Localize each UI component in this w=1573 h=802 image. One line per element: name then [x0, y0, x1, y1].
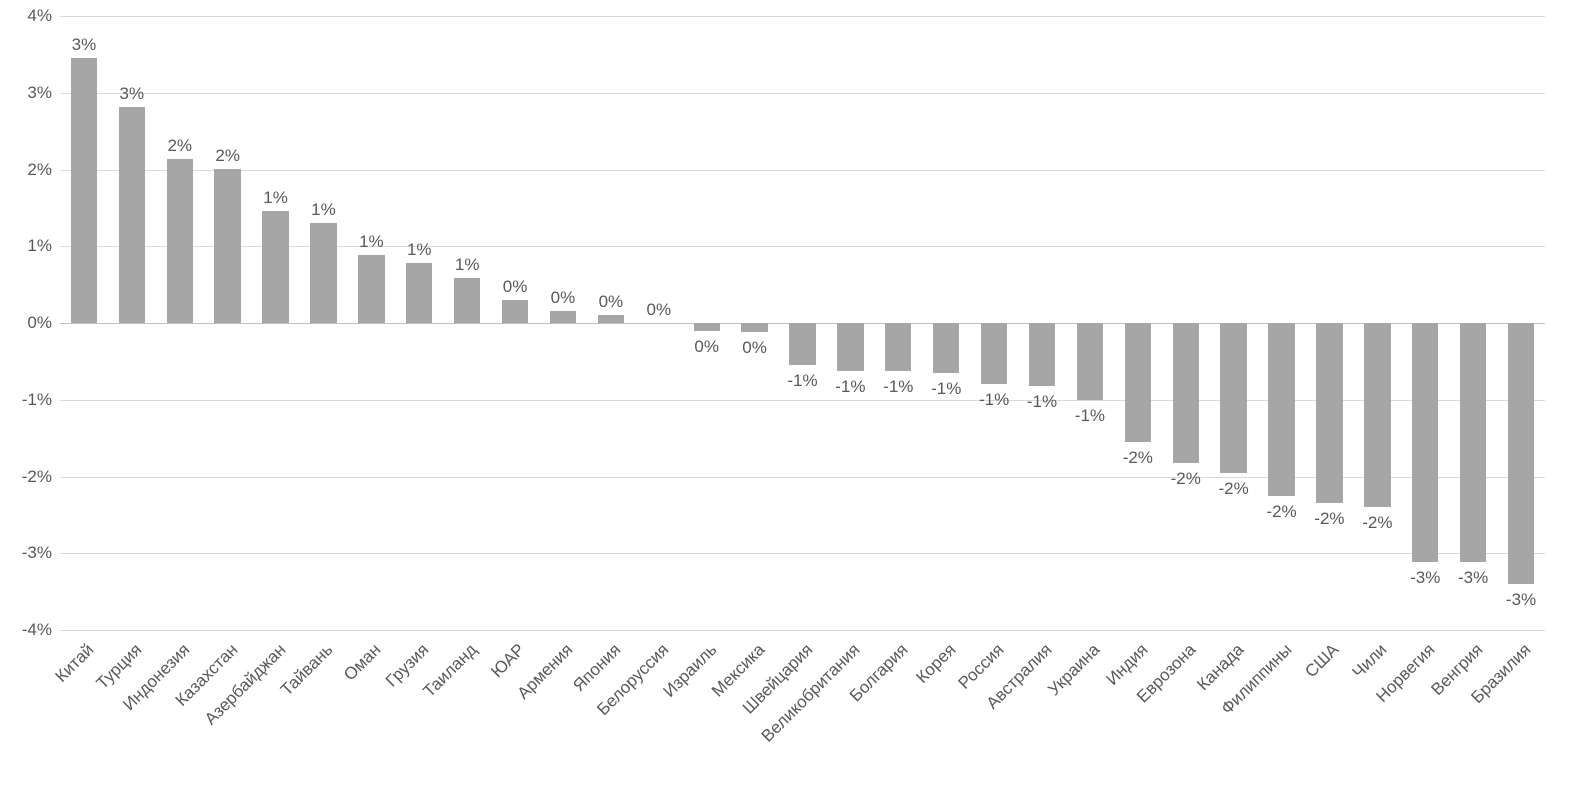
- bar: [167, 159, 193, 323]
- bar-value-label: -2%: [1123, 448, 1153, 468]
- y-axis-tick-label: 0%: [27, 313, 60, 333]
- y-axis-tick-label: -2%: [22, 467, 60, 487]
- bar: [1173, 323, 1199, 463]
- bar-value-label: -1%: [1075, 406, 1105, 426]
- plot-area: -4%-3%-2%-1%0%1%2%3%4%3%Китай3%Турция2%И…: [60, 16, 1545, 630]
- bar-value-label: 0%: [503, 277, 528, 297]
- y-axis-tick-label: 1%: [27, 236, 60, 256]
- bar-value-label: 2%: [167, 136, 192, 156]
- bar-value-label: -2%: [1171, 469, 1201, 489]
- bar-value-label: -2%: [1266, 502, 1296, 522]
- bar-value-label: -2%: [1219, 479, 1249, 499]
- y-axis-tick-label: -3%: [22, 543, 60, 563]
- bar-value-label: 3%: [72, 35, 97, 55]
- gridline: [60, 170, 1545, 171]
- x-axis-tick-label: США: [1302, 640, 1344, 682]
- bar: [310, 223, 336, 323]
- bar: [1412, 323, 1438, 562]
- x-axis-tick-label: Тайвань: [277, 640, 337, 700]
- bar: [598, 315, 624, 323]
- bar: [214, 169, 240, 323]
- bar-value-label: 0%: [742, 338, 767, 358]
- x-axis-tick-label: Украина: [1044, 640, 1104, 700]
- bar-chart: -4%-3%-2%-1%0%1%2%3%4%3%Китай3%Турция2%И…: [0, 0, 1573, 802]
- y-axis-tick-label: 2%: [27, 160, 60, 180]
- bar-value-label: 1%: [407, 240, 432, 260]
- gridline: [60, 16, 1545, 17]
- bar: [358, 255, 384, 323]
- bar: [1077, 323, 1103, 400]
- bar-value-label: -1%: [883, 377, 913, 397]
- bar-value-label: -1%: [787, 371, 817, 391]
- bar: [837, 323, 863, 371]
- bar: [1220, 323, 1246, 473]
- bar-value-label: -3%: [1458, 568, 1488, 588]
- bar: [1125, 323, 1151, 442]
- bar-value-label: 1%: [263, 188, 288, 208]
- y-axis-tick-label: 3%: [27, 83, 60, 103]
- bar-value-label: -1%: [931, 379, 961, 399]
- bar-value-label: 0%: [599, 292, 624, 312]
- bar-value-label: -1%: [1027, 392, 1057, 412]
- bar: [1316, 323, 1342, 503]
- bar-value-label: 1%: [359, 232, 384, 252]
- bar: [933, 323, 959, 373]
- bar-value-label: 1%: [455, 255, 480, 275]
- gridline: [60, 630, 1545, 631]
- bar-value-label: 0%: [694, 337, 719, 357]
- bar: [502, 300, 528, 323]
- bar: [741, 323, 767, 332]
- y-axis-tick-label: -4%: [22, 620, 60, 640]
- gridline: [60, 93, 1545, 94]
- x-axis-tick-label: ЮАР: [487, 640, 529, 682]
- bar: [981, 323, 1007, 384]
- y-axis-tick-label: 4%: [27, 6, 60, 26]
- bar: [119, 107, 145, 323]
- bar: [1460, 323, 1486, 562]
- bar: [1364, 323, 1390, 507]
- bar: [71, 58, 97, 323]
- bar: [406, 263, 432, 323]
- bar-value-label: 0%: [646, 300, 671, 320]
- y-axis-tick-label: -1%: [22, 390, 60, 410]
- bar-value-label: 3%: [120, 84, 145, 104]
- bar-value-label: -1%: [979, 390, 1009, 410]
- bar: [454, 278, 480, 323]
- x-axis-tick-label: Корея: [913, 640, 961, 688]
- bar: [550, 311, 576, 323]
- x-axis-tick-label: Китай: [51, 640, 98, 687]
- bar-value-label: 2%: [215, 146, 240, 166]
- bar-value-label: -3%: [1410, 568, 1440, 588]
- x-axis-tick-label: Оман: [340, 640, 385, 685]
- bar: [789, 323, 815, 365]
- bar-value-label: 1%: [311, 200, 336, 220]
- bar: [1029, 323, 1055, 386]
- bar-value-label: -1%: [835, 377, 865, 397]
- bar-value-label: -2%: [1362, 513, 1392, 533]
- bar: [885, 323, 911, 371]
- bar: [1508, 323, 1534, 584]
- bar-value-label: -3%: [1506, 590, 1536, 610]
- bar: [694, 323, 720, 331]
- gridline: [60, 553, 1545, 554]
- bar: [262, 211, 288, 323]
- bar: [1268, 323, 1294, 496]
- bar-value-label: -2%: [1314, 509, 1344, 529]
- x-axis-tick-label: Чили: [1349, 640, 1392, 683]
- bar-value-label: 0%: [551, 288, 576, 308]
